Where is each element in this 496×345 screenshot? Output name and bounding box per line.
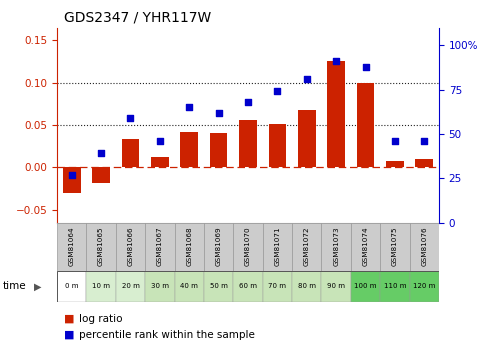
Point [420,138,428,144]
Text: 110 m: 110 m [383,283,406,289]
Text: GSM81067: GSM81067 [157,227,163,266]
Point [244,99,252,105]
Bar [410,271,439,302]
Text: 30 m: 30 m [151,283,169,289]
Bar [263,223,292,271]
Bar [268,124,286,167]
Bar [380,271,410,302]
Bar [57,271,86,302]
Text: 120 m: 120 m [413,283,435,289]
Point [332,59,340,64]
Bar [357,83,374,167]
Text: GSM81069: GSM81069 [216,227,222,266]
Bar [298,110,315,167]
Text: 50 m: 50 m [210,283,228,289]
Text: 80 m: 80 m [298,283,316,289]
Text: GSM81075: GSM81075 [392,227,398,266]
Point [156,138,164,144]
Point [273,89,281,94]
Text: GSM81072: GSM81072 [304,227,310,266]
Text: log ratio: log ratio [79,314,123,324]
Text: GSM81071: GSM81071 [274,227,280,266]
Bar [86,271,116,302]
Bar [145,271,175,302]
Text: 0 m: 0 m [65,283,78,289]
Text: GSM81064: GSM81064 [69,227,75,266]
Point [391,138,399,144]
Text: 60 m: 60 m [239,283,257,289]
Text: GSM81070: GSM81070 [245,227,251,266]
Bar [145,223,175,271]
Bar [181,132,198,167]
Bar [122,139,139,167]
Text: 10 m: 10 m [92,283,110,289]
Text: ■: ■ [64,314,75,324]
Text: time: time [2,282,26,291]
Point [97,151,105,156]
Bar [292,223,321,271]
Point [68,172,76,177]
Point [126,115,134,121]
Bar [233,223,263,271]
Bar [57,223,86,271]
Text: 40 m: 40 m [181,283,198,289]
Text: 100 m: 100 m [354,283,377,289]
Point [215,110,223,116]
Bar [63,167,80,193]
Text: GSM81066: GSM81066 [127,227,133,266]
Bar [210,133,228,167]
Bar [351,223,380,271]
Text: 20 m: 20 m [122,283,139,289]
Bar [204,271,233,302]
Text: percentile rank within the sample: percentile rank within the sample [79,330,255,339]
Bar [233,271,263,302]
Text: ▶: ▶ [34,282,41,291]
Point [186,105,193,110]
Bar [321,223,351,271]
Bar [86,223,116,271]
Bar [380,223,410,271]
Bar [239,120,257,167]
Point [303,76,310,82]
Bar [416,159,433,167]
Bar [175,223,204,271]
Point [362,64,370,69]
Bar [321,271,351,302]
Bar [116,271,145,302]
Bar [386,161,404,167]
Text: GSM81074: GSM81074 [363,227,369,266]
Bar [151,157,169,167]
Bar [410,223,439,271]
Text: GSM81068: GSM81068 [186,227,192,266]
Bar [175,271,204,302]
Bar [92,167,110,183]
Text: ■: ■ [64,330,75,339]
Bar [263,271,292,302]
Bar [351,271,380,302]
Text: GSM81073: GSM81073 [333,227,339,266]
Text: GDS2347 / YHR117W: GDS2347 / YHR117W [64,10,212,24]
Text: 90 m: 90 m [327,283,345,289]
Text: 70 m: 70 m [268,283,286,289]
Text: GSM81076: GSM81076 [421,227,427,266]
Bar [292,271,321,302]
Bar [116,223,145,271]
Bar [204,223,233,271]
Bar [327,61,345,167]
Text: GSM81065: GSM81065 [98,227,104,266]
